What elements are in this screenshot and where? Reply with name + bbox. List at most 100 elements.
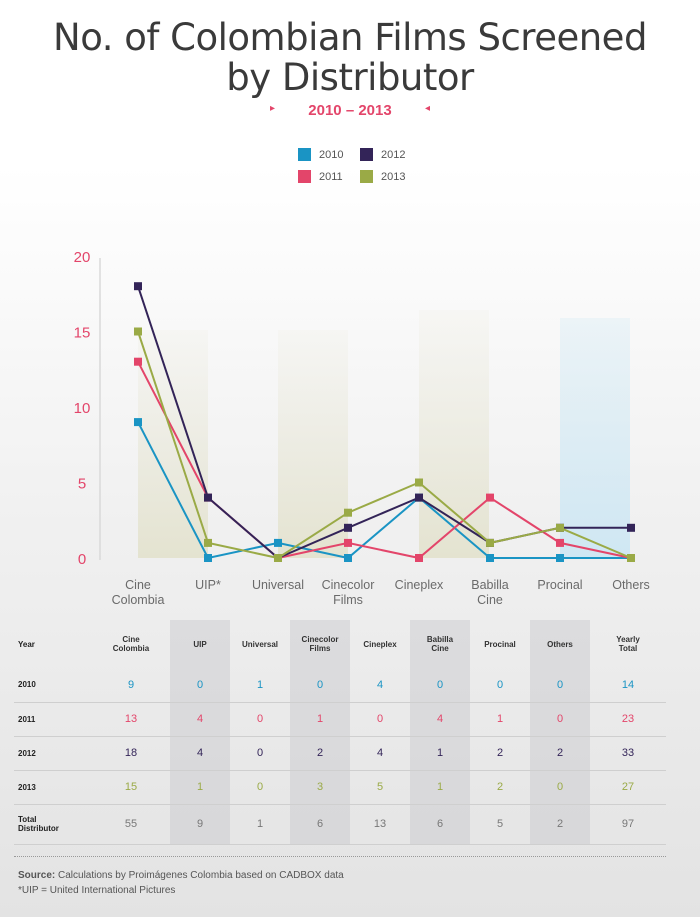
- cell-2011-3: 1: [290, 702, 350, 737]
- cell-2013-1: 1: [170, 770, 230, 805]
- series-line-2010: [137, 421, 631, 560]
- x-tick-label-4: Cineplex: [395, 578, 444, 592]
- point-2010-2: [274, 538, 282, 547]
- cell-2010-8: 14: [590, 668, 666, 703]
- series-line-2012: [137, 285, 631, 560]
- x-tick-label-5-line2: Cine: [477, 593, 503, 607]
- legend-item-2012: 2012: [360, 148, 405, 161]
- cell-2013-4: 5: [350, 770, 410, 805]
- x-tick-label-5: Babilla: [471, 578, 509, 592]
- legend-swatch-2010: [298, 148, 311, 161]
- row-label-2012: 2012: [14, 736, 92, 771]
- cell-2012-8: 33: [590, 736, 666, 771]
- legend-item-2011: 2011: [298, 170, 343, 183]
- table-header-row: Year Cine Colombia UIP Universal Cinecolor Fil…: [14, 620, 666, 668]
- y-tick-label-15: 15: [74, 325, 91, 342]
- cell-2012-1: 4: [170, 736, 230, 771]
- cell-total-5: 6: [410, 804, 470, 845]
- cell-total-6: 5: [470, 804, 530, 845]
- cell-2012-5: 1: [410, 736, 470, 771]
- point-2012-1: [204, 493, 212, 502]
- subtitle-arrow-right-icon: ◂: [425, 103, 431, 114]
- legend-swatch-2011: [298, 170, 311, 183]
- source-note: Source: Calculations by Proimágenes Colo…: [18, 868, 344, 898]
- chart-subtitle: 2010 – 2013: [308, 102, 392, 119]
- y-tick-label-5: 5: [78, 476, 86, 493]
- point-2012-7: [627, 523, 635, 532]
- footer-divider: [14, 856, 666, 857]
- legend-swatch-2012: [360, 148, 373, 161]
- x-tick-label-0-line2: Colombia: [112, 593, 165, 607]
- header-col-2: Universal: [241, 639, 279, 649]
- cell-total-2: 1: [230, 804, 290, 845]
- cell-2011-2: 0: [230, 702, 290, 737]
- column-band-4: [419, 310, 489, 558]
- x-tick-label-3-line2: Films: [333, 593, 363, 607]
- point-2011-3: [344, 538, 352, 547]
- row-label-2010: 2010: [14, 668, 92, 703]
- point-2013-4: [415, 478, 423, 487]
- cell-2011-5: 4: [410, 702, 470, 737]
- cell-2012-0: 18: [92, 736, 170, 771]
- point-2013-0: [134, 327, 142, 336]
- cell-2012-2: 0: [230, 736, 290, 771]
- legend-label-2013: 2013: [381, 170, 406, 183]
- distributor-table: Year Cine Colombia UIP Universal Cinecolor Fil…: [14, 620, 666, 845]
- x-tick-label-1: UIP*: [195, 578, 221, 592]
- point-2011-4: [415, 554, 423, 562]
- row-label-total: Total Distributor: [14, 804, 92, 845]
- cell-total-0: 55: [92, 804, 170, 845]
- header-col-5: Babilla Cine: [410, 620, 470, 668]
- x-tick-label-7: Others: [612, 578, 650, 592]
- data-table: Year Cine Colombia UIP Universal Cinecolor Fil…: [14, 620, 666, 858]
- legend-label-2010: 2010: [319, 148, 344, 161]
- cell-2011-1: 4: [170, 702, 230, 737]
- table-row-total: Total Distributor 55 9 1 6 13 6 5 2 97: [14, 804, 666, 845]
- x-tick-label-2: Universal: [252, 578, 304, 592]
- header-year: Year: [18, 639, 35, 649]
- cell-2013-2: 0: [230, 770, 290, 805]
- y-tick-label-0: 0: [78, 551, 86, 568]
- table-row-2011: 2011 13 4 0 1 0 4 1 0 23: [14, 702, 666, 737]
- point-2013-6: [556, 523, 564, 532]
- cell-2013-3: 3: [290, 770, 350, 805]
- legend-swatch-2013: [360, 170, 373, 183]
- x-tick-label-3: Cinecolor: [322, 578, 375, 592]
- header-col-4: Cineplex: [363, 639, 397, 649]
- chart-title: No. of Colombian Films Screened by Distr…: [0, 18, 700, 98]
- column-band-2: [278, 330, 348, 558]
- cell-total-7: 2: [530, 804, 590, 845]
- y-tick-label-10: 10: [74, 400, 91, 417]
- point-2011-5: [486, 493, 494, 502]
- footnote: *UIP = United International Pictures: [18, 885, 176, 896]
- row-label-2011: 2011: [14, 702, 92, 737]
- legend-label-2012: 2012: [381, 148, 406, 161]
- cell-2012-3: 2: [290, 736, 350, 771]
- point-2011-6: [556, 538, 564, 547]
- cell-2010-1: 0: [170, 668, 230, 703]
- point-2012-3: [344, 523, 352, 532]
- subtitle-arrow-left-icon: ▸: [270, 103, 276, 114]
- cell-2013-7: 0: [530, 770, 590, 805]
- point-2010-6: [556, 554, 564, 562]
- source-label: Source:: [18, 870, 56, 881]
- cell-2011-8: 23: [590, 702, 666, 737]
- cell-2011-6: 1: [470, 702, 530, 737]
- cell-2012-7: 2: [530, 736, 590, 771]
- column-band-6: [560, 318, 630, 558]
- cell-2011-0: 13: [92, 702, 170, 737]
- point-2012-4: [415, 493, 423, 502]
- cell-2011-4: 0: [350, 702, 410, 737]
- source-text: Calculations by Proimágenes Colombia bas…: [55, 870, 344, 881]
- header-col-6: Procinal: [484, 639, 516, 649]
- cell-2010-6: 0: [470, 668, 530, 703]
- cell-2012-4: 4: [350, 736, 410, 771]
- point-2011-0: [134, 357, 142, 366]
- point-2013-1: [204, 538, 212, 547]
- title-line-2: by Distributor: [226, 56, 474, 99]
- table-row-2013: 2013 15 1 0 3 5 1 2 0 27: [14, 770, 666, 805]
- cell-2013-5: 1: [410, 770, 470, 805]
- point-2013-2: [274, 554, 282, 562]
- x-tick-label-0: Cine: [125, 578, 151, 592]
